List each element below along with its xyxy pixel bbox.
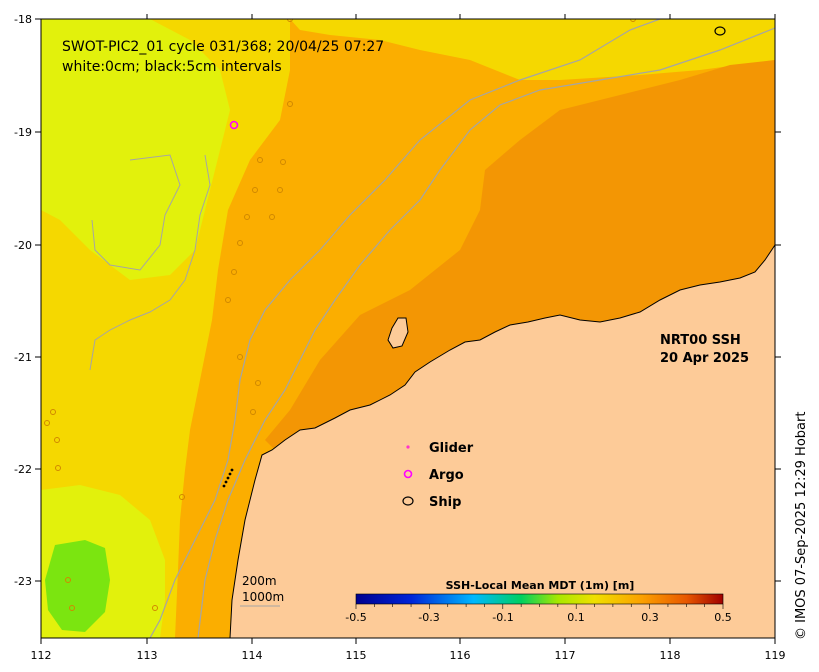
ship-legend-icon <box>402 496 414 506</box>
island <box>387 317 409 349</box>
argo-legend-label: Argo <box>429 468 464 483</box>
lat-tick-label: -21 <box>14 351 32 364</box>
argo-legend-icon <box>403 469 413 479</box>
lon-tick-label: 119 <box>765 649 786 662</box>
colorbar-tick-label: -0.3 <box>418 611 439 624</box>
lon-tick-label: 114 <box>242 649 263 662</box>
copyright-credit: © IMOS 07-Sep-2025 12:29 Hobart <box>794 411 809 640</box>
isobath-west <box>91 154 181 271</box>
lon-tick-label: 117 <box>555 649 576 662</box>
lat-tick-label: -20 <box>14 239 32 252</box>
lon-tick-label: 113 <box>137 649 158 662</box>
map-title: SWOT-PIC2_01 cycle 031/368; 20/04/25 07:… <box>62 39 384 55</box>
lon-tick-label: 118 <box>660 649 681 662</box>
colorbar-tick-label: 0.1 <box>567 611 585 624</box>
colorbar-scale <box>355 593 724 605</box>
map-subtitle: white:0cm; black:5cm intervals <box>62 59 282 75</box>
argo-floats <box>44 19 636 611</box>
colorbar-tick-label: -0.5 <box>345 611 366 624</box>
axis-ticks <box>35 14 781 644</box>
colorbar-tick-label: 0.5 <box>714 611 732 624</box>
lat-tick-label: -18 <box>14 13 32 26</box>
symbol-legend: Glider Argo Ship <box>402 441 474 510</box>
lat-tick-label: -23 <box>14 575 32 588</box>
ssh-field-lower <box>41 19 230 280</box>
lon-tick-label: 112 <box>31 649 52 662</box>
lon-tick-label: 116 <box>450 649 471 662</box>
ssh-field-low-north <box>290 19 775 80</box>
colorbar-title: SSH-Local Mean MDT (1m) [m] <box>446 579 635 592</box>
glider-legend-icon <box>406 445 410 449</box>
glider-track <box>222 468 234 488</box>
plot-frame <box>40 18 776 639</box>
colorbar: SSH-Local Mean MDT (1m) [m] -0.5 -0.3 -0… <box>345 579 731 624</box>
lat-tick-label: -19 <box>14 126 32 139</box>
colorbar-tick-label: 0.3 <box>641 611 659 624</box>
land-mass <box>229 244 775 638</box>
isobath-legend: 200m 1000m <box>240 574 284 607</box>
isobath-label-1000m: 1000m <box>242 590 284 604</box>
colorbar-tick-label: -0.1 <box>492 611 513 624</box>
isobath-shelf <box>89 154 211 371</box>
ship-legend-label: Ship <box>429 495 461 510</box>
ssh-field-high <box>265 60 775 475</box>
isobath-label-200m: 200m <box>242 574 277 588</box>
isobath-200m <box>197 27 775 638</box>
product-name: NRT00 SSH <box>660 333 741 348</box>
lon-tick-label: 115 <box>346 649 367 662</box>
isobath-1000m <box>149 19 661 638</box>
argo-float-active <box>229 120 239 130</box>
lat-tick-label: -22 <box>14 463 32 476</box>
glider-legend-label: Glider <box>429 441 474 456</box>
ship-marker <box>714 26 726 36</box>
product-date: 20 Apr 2025 <box>660 351 749 366</box>
plot-area <box>41 19 775 638</box>
ssh-field-min <box>45 540 110 632</box>
